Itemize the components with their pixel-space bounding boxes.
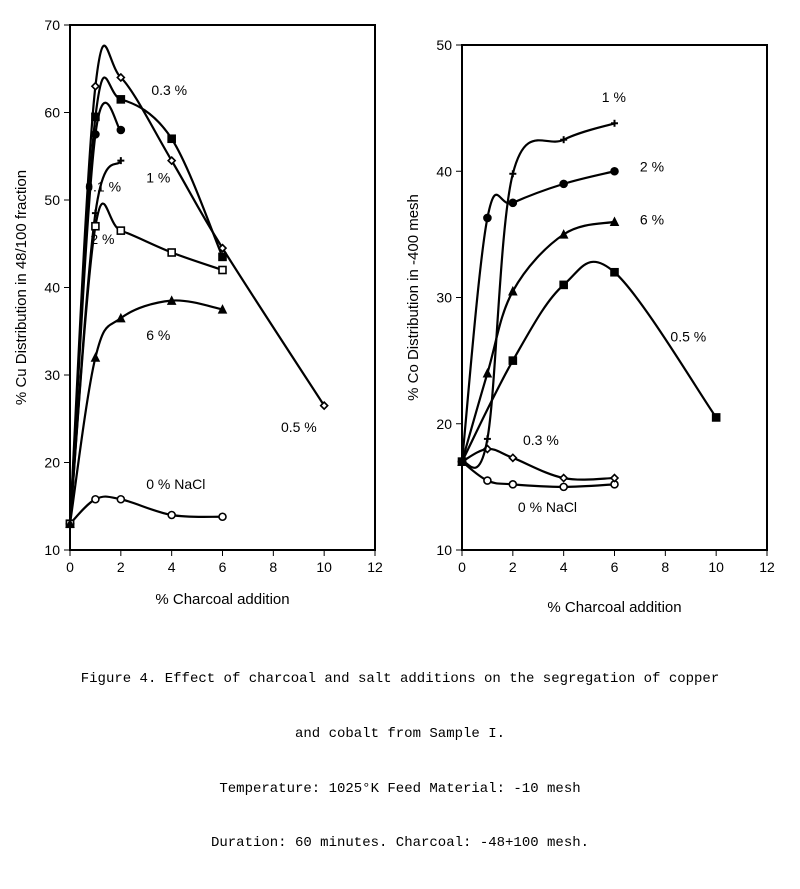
co-chart-svg: 0 2 4 6 8 10 12 10 20 30 40 50 % Charcoal addition % …	[400, 0, 800, 630]
svg-text:8: 8	[661, 559, 669, 575]
svg-text:2 %: 2 %	[640, 158, 664, 174]
svg-text:1 %: 1 %	[602, 89, 626, 105]
svg-text:0.3 %: 0.3 %	[523, 432, 559, 448]
svg-text:% Charcoal addition: % Charcoal addition	[155, 591, 289, 608]
svg-text:% Co Distribution in -400 mesh: % Co Distribution in -400 mesh	[405, 194, 422, 401]
svg-text:% Charcoal addition: % Charcoal addition	[547, 599, 681, 616]
svg-text:10: 10	[708, 559, 724, 575]
svg-text:2 %: 2 %	[90, 231, 114, 247]
cu-chart-svg: 0 2 4 6 8 10 12 10 20 30 40 50 60 70 % Charcoal additi…	[0, 0, 400, 620]
svg-text:0.5 %: 0.5 %	[670, 329, 706, 345]
svg-text:40: 40	[44, 280, 60, 296]
svg-text:70: 70	[44, 17, 60, 33]
svg-text:4: 4	[168, 559, 176, 575]
svg-text:10: 10	[44, 542, 60, 558]
figure-caption: Figure 4. Effect of charcoal and salt ad…	[0, 634, 800, 889]
left-chart-panel: 0 2 4 6 8 10 12 10 20 30 40 50 60 70 % Charcoal additi…	[0, 0, 400, 620]
caption-line-3: Temperature: 1025°K Feed Material: -10 m…	[0, 780, 800, 798]
caption-line-2: and cobalt from Sample I.	[0, 725, 800, 743]
svg-text:6 %: 6 %	[640, 211, 664, 227]
panels-row: 02468101210203040506070% Charcoal additi…	[0, 0, 800, 630]
svg-text:60: 60	[44, 105, 60, 121]
svg-text:6: 6	[219, 559, 227, 575]
svg-text:30: 30	[436, 290, 452, 306]
svg-text:2: 2	[509, 559, 517, 575]
svg-text:0 % NaCl: 0 % NaCl	[518, 499, 577, 515]
svg-text:12: 12	[759, 559, 775, 575]
figure-wrap: 02468101210203040506070% Charcoal additi…	[0, 0, 800, 748]
svg-text:50: 50	[44, 192, 60, 208]
svg-text:30: 30	[44, 367, 60, 383]
svg-text:6 %: 6 %	[146, 327, 170, 343]
caption-line-4: Duration: 60 minutes. Charcoal: -48+100 …	[0, 834, 800, 852]
svg-text:0 % NaCl: 0 % NaCl	[146, 476, 205, 492]
svg-text:0: 0	[66, 559, 74, 575]
svg-text:10: 10	[316, 559, 332, 575]
svg-text:20: 20	[436, 416, 452, 432]
right-chart-panel: 0 2 4 6 8 10 12 10 20 30 40 50 % Charcoal addition % …	[400, 0, 800, 630]
svg-text:4: 4	[560, 559, 568, 575]
svg-text:0.3 %: 0.3 %	[151, 82, 187, 98]
svg-text:20: 20	[44, 455, 60, 471]
svg-text:1 %: 1 %	[146, 170, 170, 186]
svg-text:8: 8	[269, 559, 277, 575]
svg-text:6: 6	[611, 559, 619, 575]
svg-text:2: 2	[117, 559, 125, 575]
svg-text:0.5 %: 0.5 %	[281, 419, 317, 435]
svg-text:12: 12	[367, 559, 383, 575]
svg-text:50: 50	[436, 37, 452, 53]
svg-text:10: 10	[436, 542, 452, 558]
svg-text:40: 40	[436, 163, 452, 179]
svg-text:0: 0	[458, 559, 466, 575]
svg-text:% Cu Distribution in 48/100 fr: % Cu Distribution in 48/100 fraction	[13, 170, 30, 405]
caption-line-1: Figure 4. Effect of charcoal and salt ad…	[0, 670, 800, 688]
